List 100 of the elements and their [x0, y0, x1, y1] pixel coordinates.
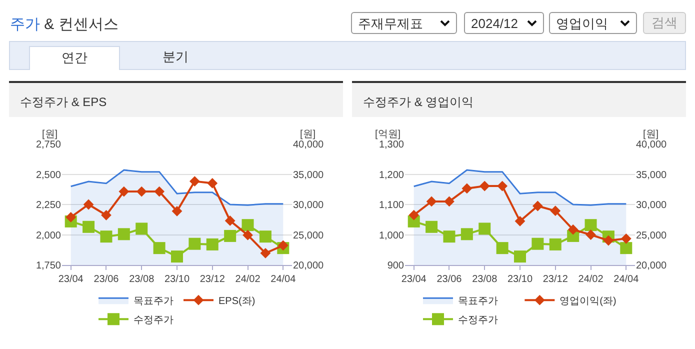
point: [260, 248, 271, 258]
y2-tick-label: 25,000: [293, 230, 324, 242]
point: [497, 180, 508, 192]
x-tick-label: 23/06: [436, 274, 462, 285]
point: [549, 238, 562, 250]
y2-tick-label: 30,000: [293, 200, 324, 211]
text: 2024/12: [471, 16, 518, 31]
point: [224, 216, 236, 226]
point: [479, 180, 490, 192]
point: [426, 220, 438, 233]
y2-tick-label: 35,000: [293, 170, 324, 181]
legend-label: 수정주가: [134, 314, 174, 326]
y2-axis-title: [원]: [300, 129, 316, 140]
y2-tick-label: 20,000: [293, 260, 324, 272]
y2-tick-label: 20,000: [636, 260, 668, 272]
x-tick-label: 23/04: [401, 274, 427, 285]
point: [242, 219, 254, 232]
x-tick-label: 23/12: [542, 274, 568, 285]
chart-title: 수정주가 & EPS: [20, 94, 107, 111]
point: [136, 222, 148, 235]
point: [242, 230, 253, 240]
point: [118, 228, 130, 240]
point: [172, 206, 182, 216]
y2-axis-title: [원]: [643, 129, 659, 140]
point: [514, 216, 526, 226]
chart-title: 수정주가 & 영업이익: [363, 94, 474, 111]
point: [188, 238, 201, 250]
point: [603, 235, 614, 246]
point: [514, 250, 526, 263]
legend-label: 영업이익(좌): [560, 296, 616, 307]
x-tick-label: 23/10: [164, 274, 190, 285]
y-tick-label: 2,000: [36, 230, 62, 242]
y-tick-label: 2,250: [36, 200, 62, 211]
text: 분기: [162, 48, 190, 66]
y-axis-title: [억원]: [375, 129, 401, 140]
point: [118, 186, 130, 197]
point: [460, 228, 473, 240]
y-tick-label: 1,200: [378, 170, 404, 181]
text: 영업이익: [556, 16, 608, 31]
point: [443, 230, 456, 243]
y-tick-label: 2,750: [36, 140, 62, 150]
x-tick-label: 23/10: [507, 274, 533, 285]
point: [82, 220, 95, 233]
point: [171, 250, 183, 263]
point: [100, 230, 112, 243]
point: [66, 212, 76, 222]
x-tick-label: 24/04: [614, 274, 640, 285]
point: [153, 242, 166, 254]
text: 연간: [29, 46, 120, 70]
point: [83, 199, 94, 210]
point: [136, 186, 147, 197]
point: [620, 233, 632, 244]
legend-label: 목표주가: [458, 296, 498, 307]
y-tick-label: 1,300: [378, 140, 404, 150]
point: [496, 242, 508, 254]
point: [550, 206, 561, 216]
y-tick-label: 2,500: [36, 170, 62, 181]
point: [154, 186, 165, 197]
point: [426, 196, 437, 207]
point: [101, 210, 112, 220]
point: [532, 238, 544, 250]
y2-tick-label: 30,000: [636, 200, 668, 211]
y2-tick-label: 35,000: [636, 170, 668, 181]
point: [444, 196, 454, 207]
point: [207, 178, 218, 188]
x-tick-label: 23/12: [200, 274, 226, 285]
y-tick-label: 900: [387, 260, 404, 272]
y2-tick-label: 40,000: [636, 140, 668, 150]
point: [620, 242, 632, 254]
x-tick-label: 24/02: [235, 274, 261, 285]
legend-label: EPS(좌): [218, 296, 256, 307]
x-tick-label: 24/02: [578, 274, 604, 285]
x-tick-label: 23/04: [58, 274, 84, 285]
y-tick-label: 1,000: [378, 230, 404, 242]
point: [224, 230, 236, 242]
x-tick-label: 23/08: [472, 274, 498, 285]
x-tick-label: 23/06: [94, 274, 120, 285]
point: [462, 183, 472, 194]
y2-tick-label: 40,000: [293, 140, 324, 150]
y2-tick-label: 25,000: [636, 230, 668, 242]
point: [206, 238, 218, 250]
point: [586, 230, 596, 240]
point: [259, 230, 272, 243]
y-tick-label: 1,750: [36, 260, 62, 272]
x-tick-label: 24/04: [270, 274, 296, 285]
x-tick-label: 23/08: [129, 274, 155, 285]
point: [584, 219, 597, 232]
text: 주재무제표: [358, 16, 423, 31]
text: 검색: [643, 12, 686, 34]
legend-label: 목표주가: [134, 296, 174, 307]
point: [532, 200, 543, 212]
legend-label: 수정주가: [458, 314, 498, 326]
point: [189, 176, 200, 186]
text: 주가 & 컨센서스: [10, 15, 118, 34]
point: [408, 210, 420, 220]
point: [568, 224, 578, 235]
y-axis-title: [원]: [42, 129, 58, 140]
y-tick-label: 1,100: [378, 200, 404, 211]
point: [278, 240, 288, 251]
point: [478, 222, 491, 235]
